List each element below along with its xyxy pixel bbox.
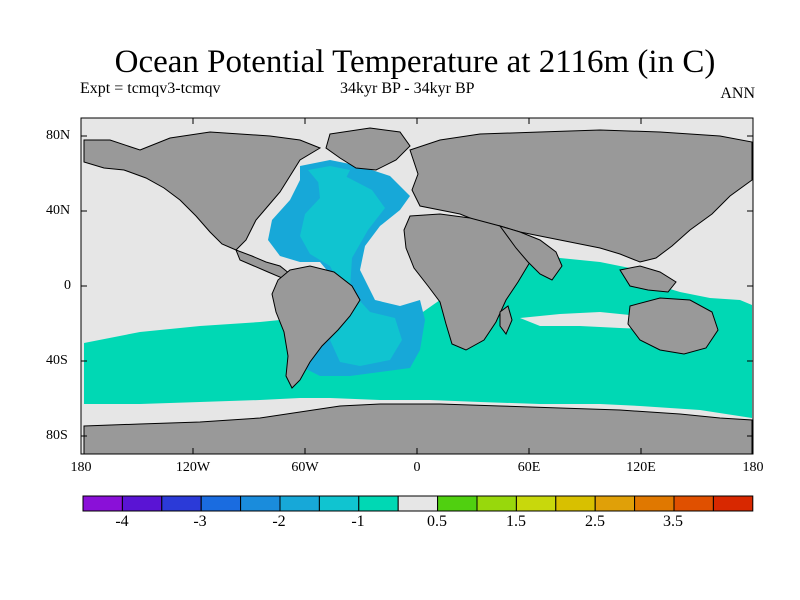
colorbar-swatch [594, 495, 636, 512]
colorbar-label: -4 [115, 513, 129, 530]
colorbar-swatch [161, 495, 202, 512]
arctic-atlantic-patch [308, 166, 350, 182]
antarctica [83, 403, 753, 455]
colorbar-swatch [712, 495, 754, 512]
colorbar-swatch [515, 495, 557, 512]
lat-label-40n: 40N [46, 203, 71, 218]
colorbar-swatch [121, 495, 163, 512]
period-label: 34kyr BP - 34kyr BP [340, 80, 475, 97]
lon-label-0: 0 [413, 460, 421, 475]
colorbar-swatch [397, 495, 439, 512]
colorbar-label: -2 [272, 513, 286, 530]
colorbar-swatch [279, 495, 320, 512]
colorbar-swatch [318, 495, 360, 512]
southeast-asia-islands [619, 265, 677, 293]
lon-label-60w: 60W [291, 460, 319, 475]
map-ticks [81, 118, 753, 454]
lat-label-80n: 80N [46, 128, 71, 143]
lon-label-180e: 180 [742, 460, 764, 475]
colorbar-swatch [634, 495, 675, 512]
colorbar-label: 0.5 [427, 513, 447, 530]
experiment-label: Expt = tcmqv3-tcmqv [80, 80, 221, 97]
map-panel [80, 117, 754, 455]
colorbar-label: 3.5 [663, 513, 683, 530]
lat-label-0: 0 [64, 278, 71, 293]
season-label: ANN [720, 85, 755, 102]
australia [627, 297, 719, 355]
south-america [271, 265, 361, 389]
greenland [325, 127, 411, 171]
colorbar-label: 1.5 [506, 513, 526, 530]
lat-label-80s: 80S [46, 428, 68, 443]
colorbar-label: 2.5 [585, 513, 605, 530]
land-masses [83, 127, 753, 455]
map-title: Ocean Potential Temperature at 2116m (in… [114, 44, 716, 80]
north-america [83, 131, 322, 251]
lon-label-120w: 120W [175, 460, 211, 475]
eurasia [409, 129, 753, 263]
colorbar-swatch [82, 495, 123, 512]
madagascar [499, 305, 513, 335]
colorbar-swatch [358, 495, 399, 512]
arabia-india [498, 225, 563, 281]
colorbar-swatch [240, 495, 281, 512]
lon-label-120e: 120E [626, 460, 656, 475]
colorbar [82, 495, 754, 512]
colorbar-swatch [437, 495, 478, 512]
lon-label-60e: 60E [517, 460, 541, 475]
colorbar-label: -1 [351, 513, 365, 530]
colorbar-swatch [555, 495, 596, 512]
colorbar-label: -3 [193, 513, 207, 530]
atlantic-core [300, 176, 402, 366]
colorbar-swatch [673, 495, 714, 512]
colorbar-swatch [476, 495, 517, 512]
lon-label-180w: 180 [70, 460, 92, 475]
colorbar-swatch [200, 495, 242, 512]
lat-label-40s: 40S [46, 353, 68, 368]
